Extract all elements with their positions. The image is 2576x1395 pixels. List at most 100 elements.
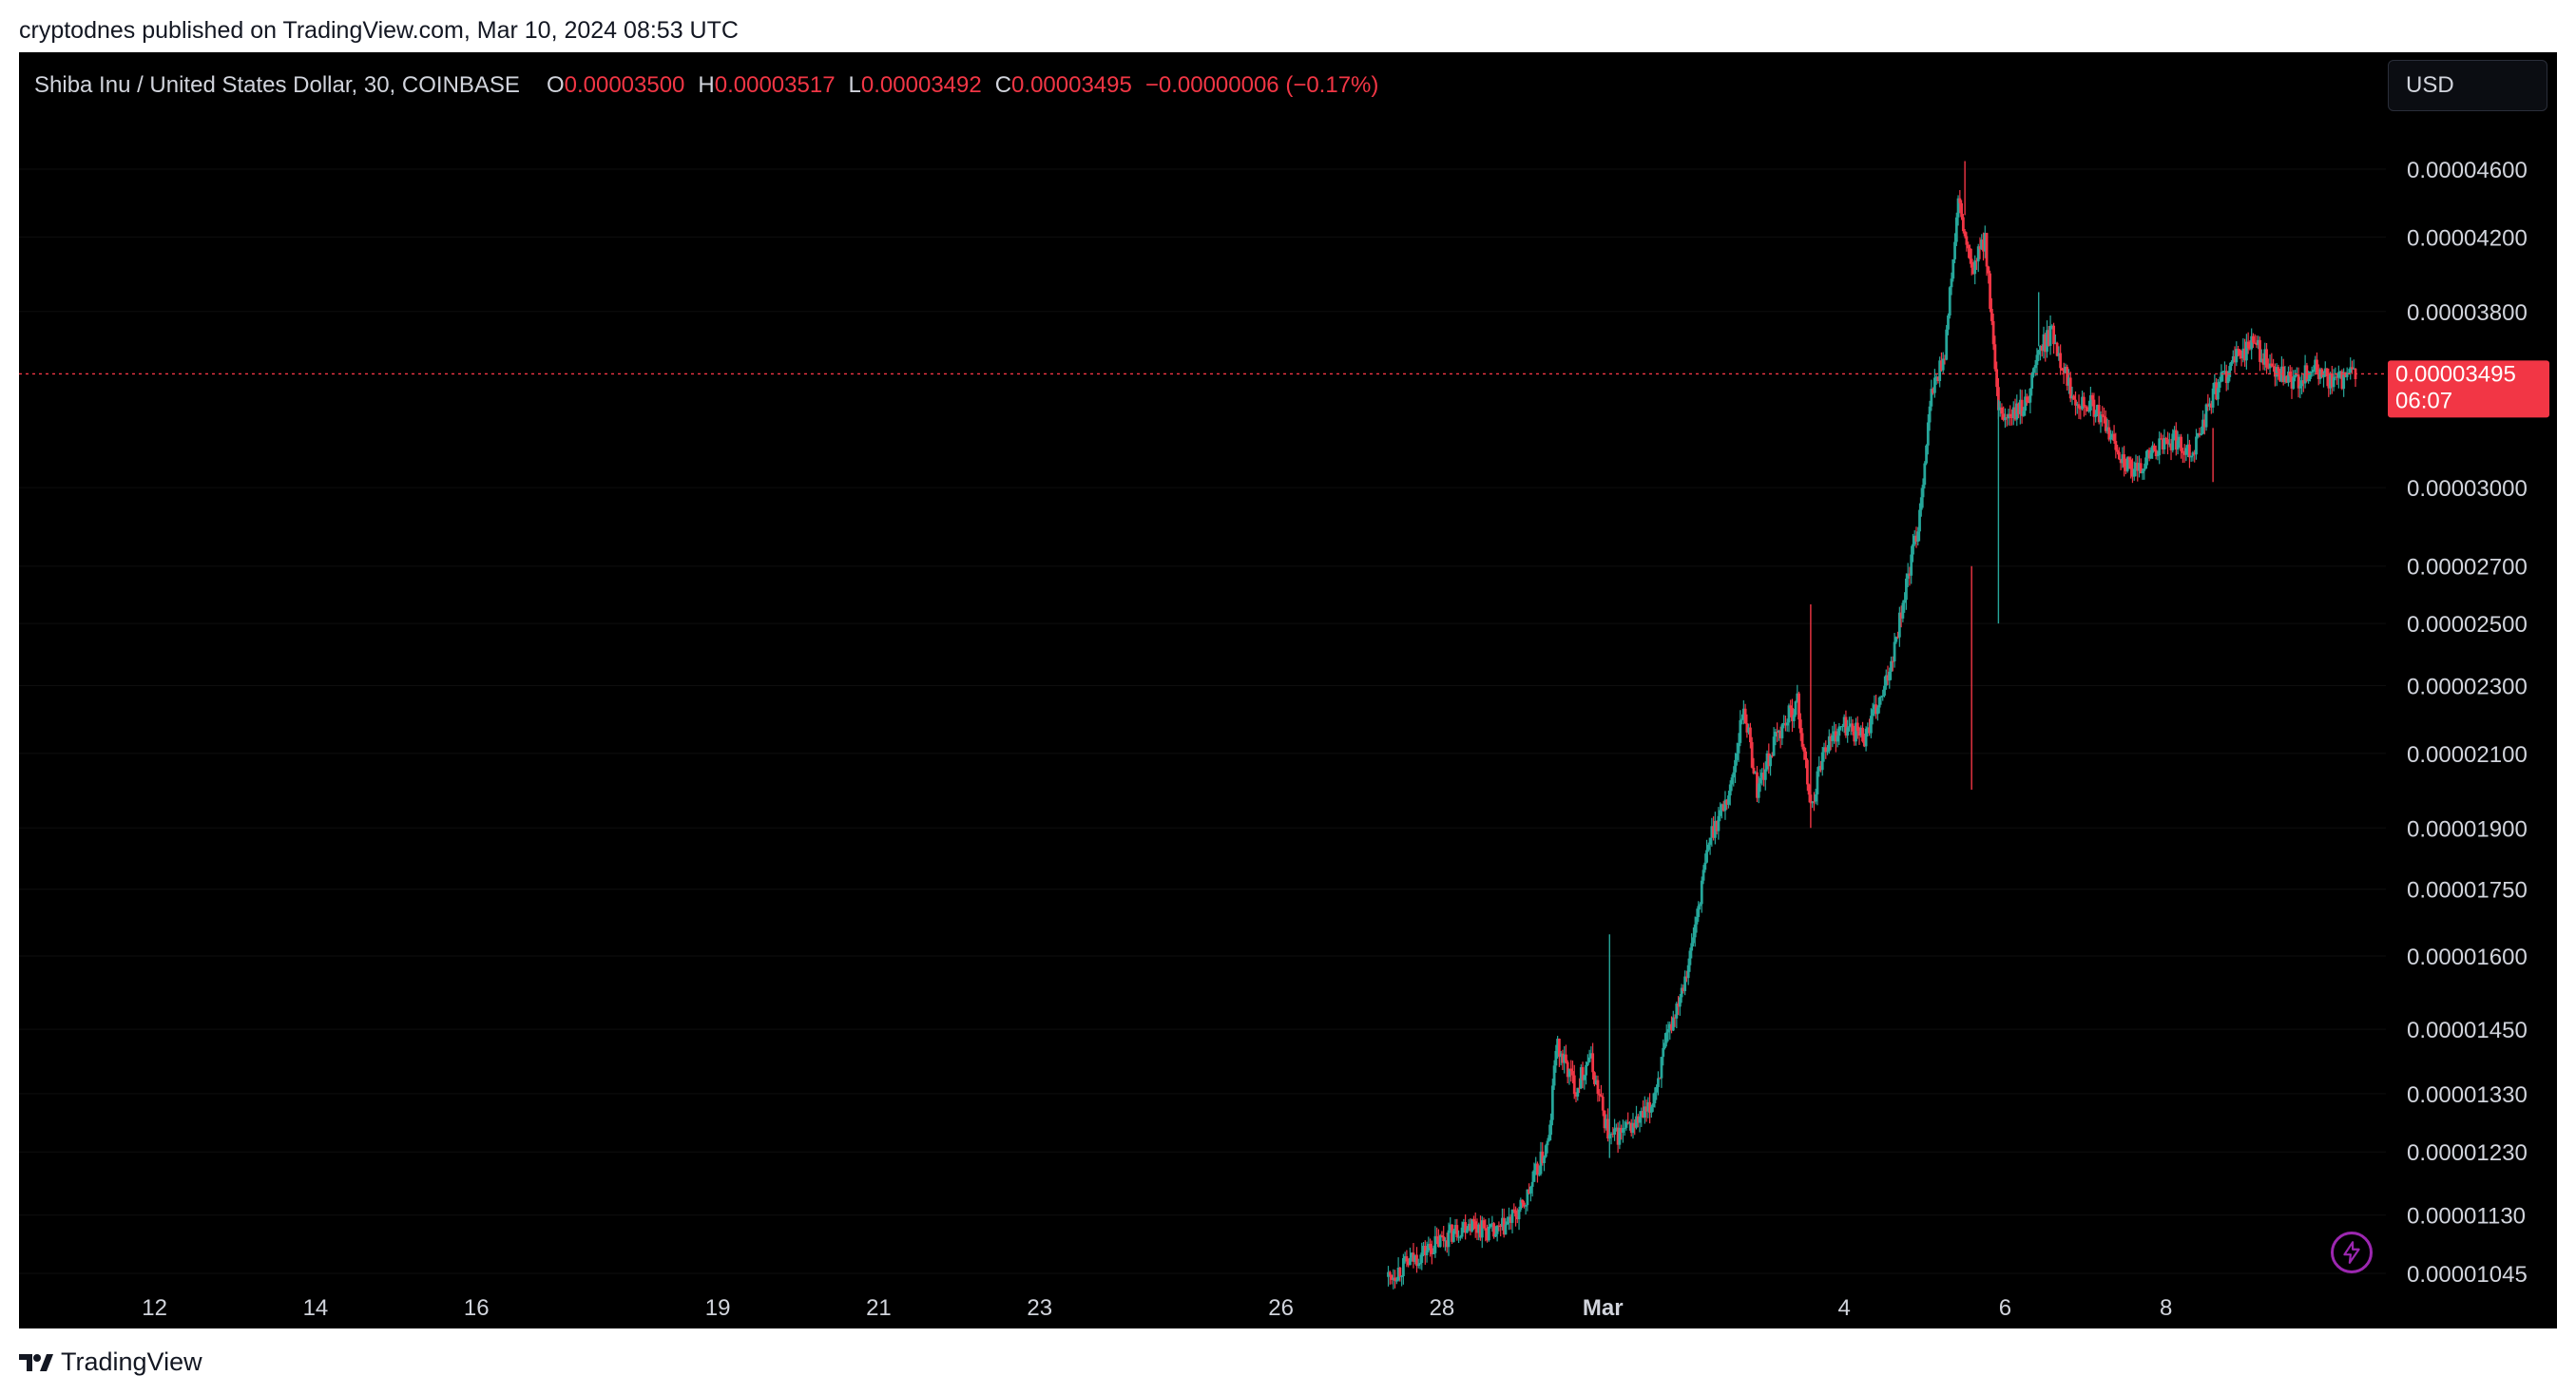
candle-body (1442, 1236, 1446, 1241)
candle-body (1475, 1229, 1479, 1233)
candle-body (1458, 1236, 1462, 1238)
candle-body (2139, 463, 2143, 474)
candle-body (1905, 578, 1908, 601)
candle-body (2103, 415, 2105, 418)
candle-body (1973, 260, 1977, 275)
candle-body (2301, 380, 2305, 384)
candle-body (1798, 719, 1802, 734)
y-tick-label: 0.00001130 (2407, 1204, 2526, 1230)
lightning-icon[interactable] (2331, 1232, 2373, 1273)
candle-body (2138, 463, 2141, 471)
candle-body (1893, 641, 1896, 662)
candle-body (1566, 1061, 1569, 1078)
candle-body (1782, 722, 1786, 725)
y-tick-label: 0.00001450 (2407, 1018, 2528, 1043)
candle-body (1752, 767, 1756, 774)
candle-body (2287, 371, 2290, 383)
candle-body (1631, 1122, 1635, 1134)
candle-body (1394, 1277, 1396, 1281)
candle-body (2101, 414, 2105, 416)
legend-open-label: O (546, 72, 565, 98)
candle-body (1730, 777, 1734, 785)
candle-body (2257, 339, 2260, 346)
candle-body (1923, 463, 1927, 486)
candle-body (2191, 452, 2195, 456)
candle-body (1611, 1134, 1615, 1136)
candle-body (2349, 367, 2353, 373)
candle-body (2033, 365, 2037, 369)
candle-body (1928, 406, 1932, 423)
candle-body (1721, 804, 1723, 811)
candle-body (1501, 1217, 1504, 1227)
candle-body (1451, 1224, 1453, 1242)
candle-body (1976, 246, 1980, 262)
candle-body (1820, 752, 1824, 771)
candle-body (1444, 1240, 1447, 1242)
candle-body (1985, 233, 1989, 267)
candle-body (1693, 924, 1697, 938)
time-axis: 12 14 16 19 21 23 26 28 Mar 4 6 8 (142, 1295, 2172, 1321)
candle-body (1532, 1170, 1536, 1182)
candle-body (2228, 366, 2232, 377)
candle-body (2246, 341, 2250, 349)
candle-body (1576, 1087, 1580, 1097)
candle-body (1754, 772, 1758, 774)
candle-body (2022, 411, 2026, 416)
candle-body (1800, 733, 1804, 747)
x-tick-label: 6 (1999, 1295, 2011, 1321)
candle-body (1886, 675, 1890, 681)
candle-body (1467, 1223, 1471, 1230)
chart-area[interactable]: 0.00004600 0.00004200 0.00003800 0.00003000… (19, 52, 2557, 1328)
currency-button[interactable]: USD (2388, 60, 2547, 111)
candle-body (1526, 1189, 1529, 1206)
candle-body (2314, 359, 2317, 371)
candle-body (1603, 1110, 1606, 1129)
candle-body (1765, 753, 1769, 770)
candle-body (1965, 236, 1969, 245)
candle-body (2244, 341, 2248, 361)
y-tick-label: 0.00001330 (2407, 1082, 2528, 1108)
price-chart[interactable]: 0.00004600 0.00004200 0.00003800 0.00003000… (19, 52, 2557, 1328)
candle-body (2147, 449, 2151, 459)
candle-body (1561, 1053, 1565, 1063)
candle-body (1683, 976, 1687, 991)
legend-low: 0.00003492 (860, 72, 982, 98)
tradingview-logo[interactable]: TradingView (19, 1347, 202, 1377)
candle-body (1578, 1087, 1581, 1089)
candle-body (1600, 1095, 1603, 1098)
candle-body (1735, 753, 1739, 760)
candle-body (1772, 736, 1776, 756)
candle-body (2218, 381, 2221, 389)
candle-body (1839, 726, 1843, 728)
candle-body (1563, 1054, 1567, 1063)
candle-body (1636, 1116, 1640, 1123)
candle-body (1567, 1068, 1571, 1078)
candle-body (2053, 342, 2057, 345)
candle-body (1649, 1106, 1653, 1113)
legend-symbol[interactable]: Shiba Inu / United States Dollar, 30, CO… (34, 72, 520, 98)
candle-body (1914, 535, 1918, 542)
candle-body (1502, 1217, 1506, 1235)
candle-body (2002, 413, 2006, 420)
candle-body (1695, 916, 1699, 925)
candle-body (1789, 705, 1793, 708)
candle-body (1692, 937, 1695, 944)
candle-body (1457, 1236, 1460, 1238)
candle-body (1480, 1220, 1484, 1238)
candle-body (2055, 342, 2059, 356)
candle-body (1473, 1221, 1477, 1230)
candle-body (2070, 395, 2074, 399)
candle-body (1688, 950, 1692, 965)
candle-body (2184, 448, 2188, 455)
candle-body (1970, 258, 1973, 268)
tradingview-logo-icon (19, 1353, 53, 1371)
candle-body (2298, 386, 2302, 389)
candle-body (2090, 394, 2094, 400)
candle-body (1759, 777, 1762, 784)
candle-body (1969, 248, 1971, 259)
candle-body (1701, 869, 1705, 881)
candle-body (2097, 405, 2101, 423)
candle-body (1544, 1145, 1548, 1157)
candle-body (2107, 427, 2111, 440)
legend-close: 0.00003495 (1011, 72, 1132, 98)
